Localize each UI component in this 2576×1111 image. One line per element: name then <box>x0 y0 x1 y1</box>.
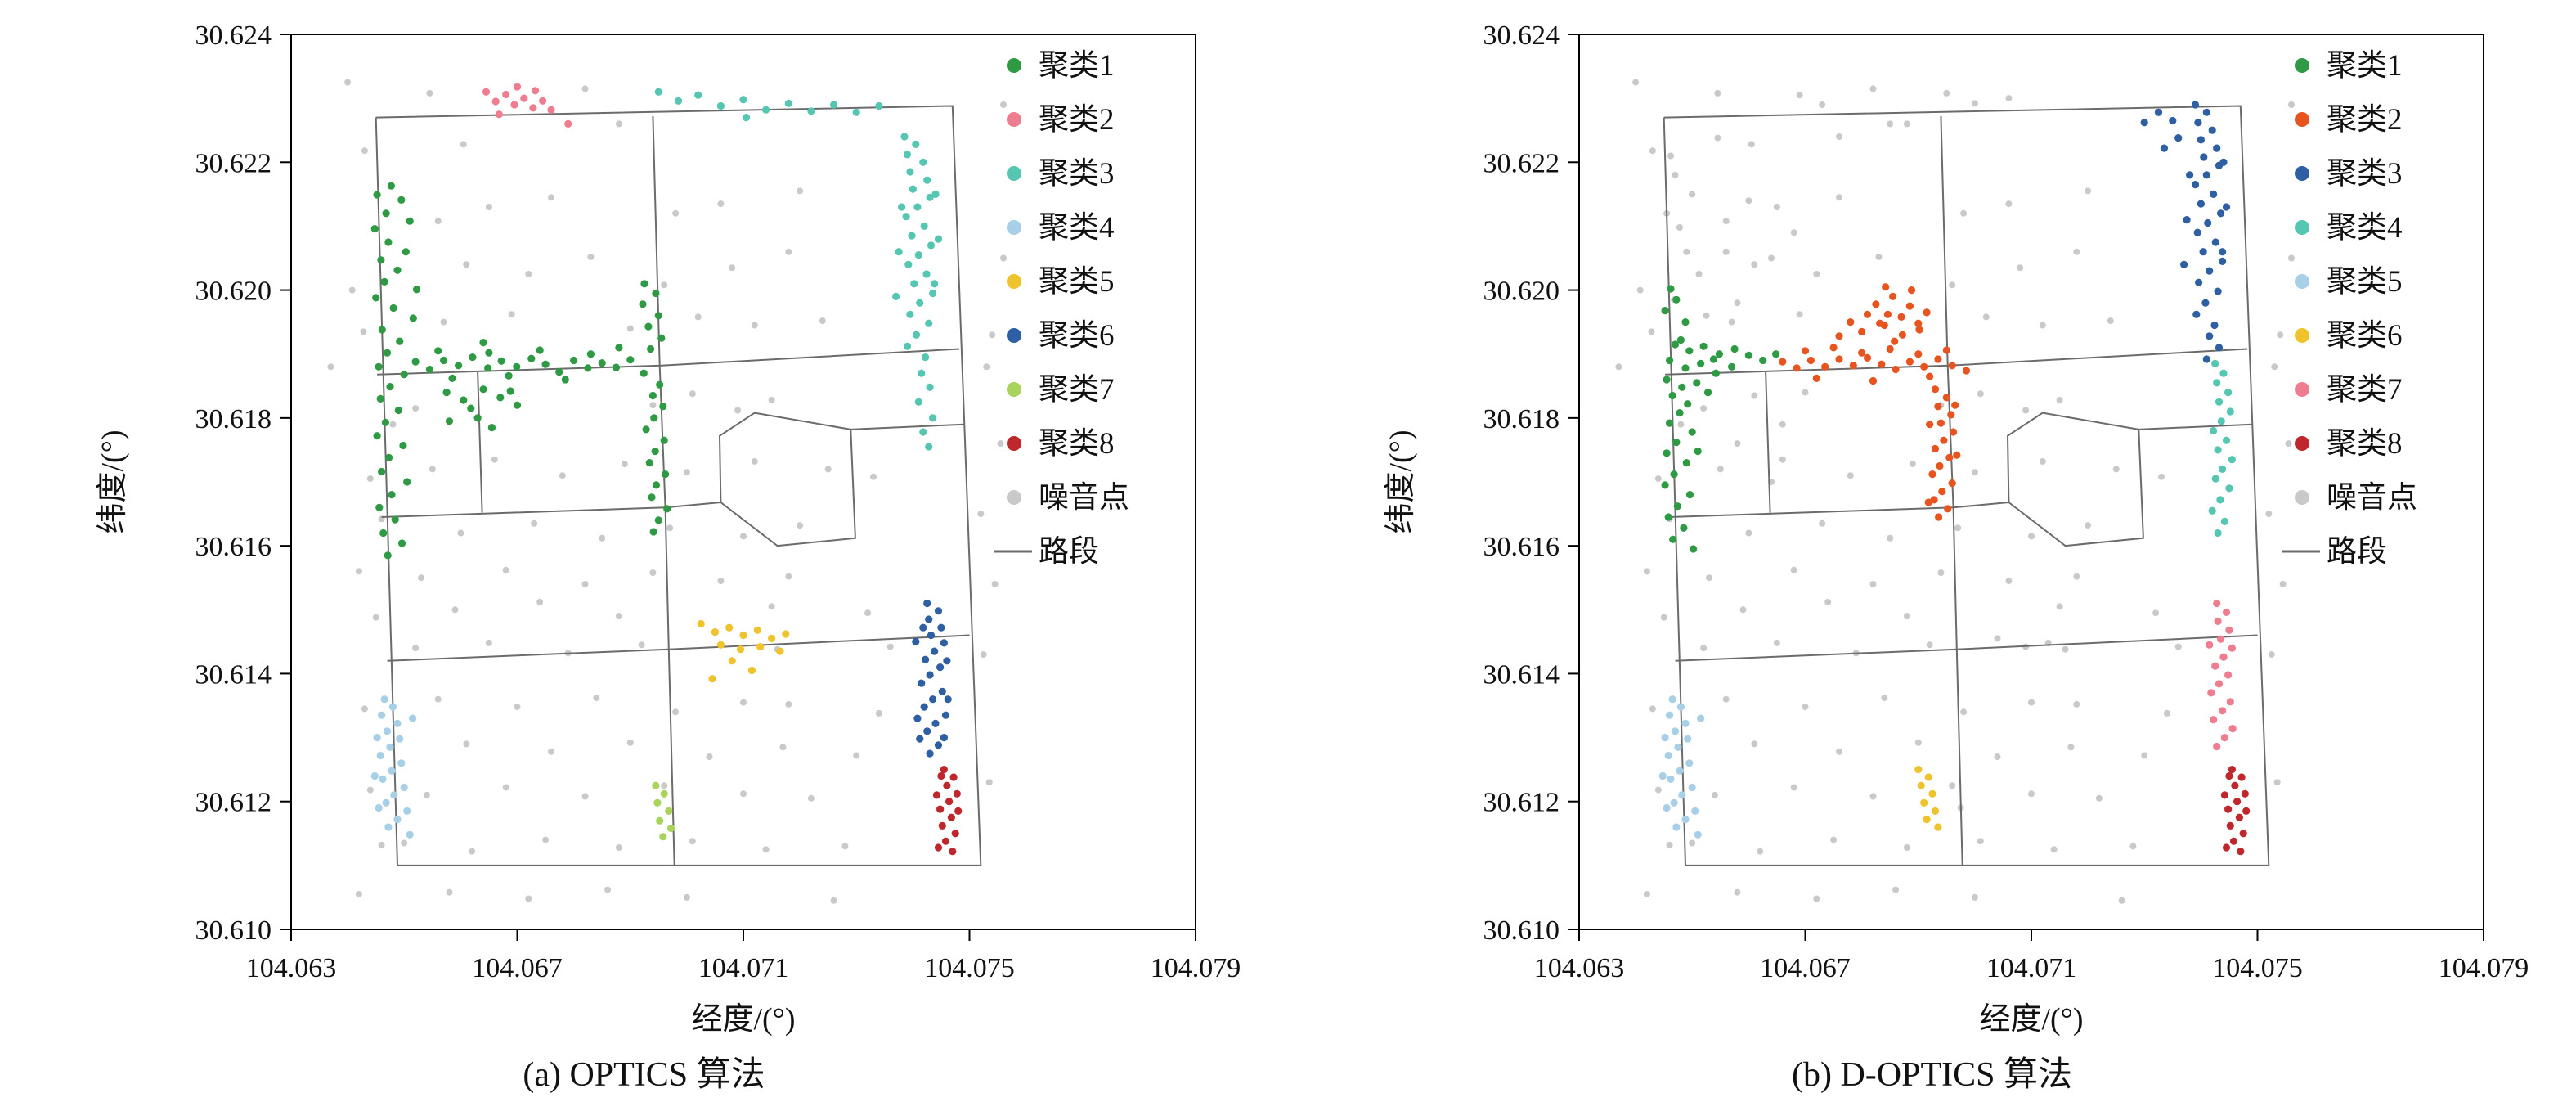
cluster-1-points <box>370 182 671 560</box>
cluster-7-points <box>2206 599 2237 751</box>
x-tick-label: 104.079 <box>1151 953 1241 983</box>
legend-dot-marker <box>1007 328 1021 343</box>
y-tick-label: 30.618 <box>195 404 272 434</box>
legend-dot-marker <box>2295 490 2309 505</box>
cluster-6-points <box>912 599 952 758</box>
legend-label: 聚类8 <box>1039 427 1115 461</box>
y-tick-label: 30.612 <box>195 788 272 818</box>
legend-label: 聚类7 <box>1039 373 1115 407</box>
subplot-b-caption: (b) D-OPTICS 算法 <box>1792 1056 2072 1094</box>
y-tick-label: 30.622 <box>195 148 272 178</box>
x-tick-label: 104.075 <box>924 953 1015 983</box>
legend-dot-marker <box>1007 382 1021 397</box>
legend-dot-marker <box>1007 274 1021 289</box>
legend-label: 聚类1 <box>1039 49 1115 83</box>
y-tick-label: 30.620 <box>1483 277 1560 307</box>
y-tick-label: 30.610 <box>195 915 272 946</box>
legend-dot-marker <box>1007 436 1021 451</box>
cluster-2-points <box>482 83 572 128</box>
legend-dot-marker <box>2295 328 2309 343</box>
x-axis-label: 经度/(°) <box>1979 1002 2083 1037</box>
y-tick-label: 30.620 <box>195 277 272 307</box>
legend-dot-marker <box>1007 220 1021 235</box>
legend-label: 聚类4 <box>1039 211 1115 245</box>
legend-label: 聚类8 <box>2327 427 2403 461</box>
x-tick-label: 104.063 <box>246 953 337 983</box>
legend-label: 聚类2 <box>1039 103 1115 137</box>
legend-label: 聚类1 <box>2327 49 2403 83</box>
cluster-2-points <box>1779 283 1971 521</box>
cluster-6-points <box>1914 766 1942 831</box>
legend-dot-marker <box>1007 166 1021 181</box>
cluster-5-points <box>1658 695 1705 839</box>
y-tick-label: 30.624 <box>195 20 272 51</box>
cluster-3-points <box>2140 101 2231 363</box>
legend-dot-marker <box>1007 112 1021 127</box>
cluster-1-points <box>1661 285 1780 553</box>
x-tick-label: 104.075 <box>2212 953 2303 983</box>
legend-label: 聚类5 <box>1039 265 1115 299</box>
subplot-a-caption: (a) OPTICS 算法 <box>523 1056 765 1094</box>
noise-points <box>1615 79 2295 904</box>
cluster-4-points <box>2208 359 2236 538</box>
legend-dot-marker <box>2295 220 2309 235</box>
legend-label: 聚类7 <box>2327 373 2403 407</box>
legend-dot-marker <box>2295 274 2309 289</box>
cluster-8-points <box>932 766 963 856</box>
x-tick-label: 104.063 <box>1534 953 1625 983</box>
x-tick-label: 104.071 <box>1986 953 2077 983</box>
road-segments <box>375 105 982 866</box>
y-tick-label: 30.618 <box>1483 404 1560 434</box>
legend-label: 聚类4 <box>2327 211 2403 245</box>
legend-dot-marker <box>2295 166 2309 181</box>
y-tick-label: 30.616 <box>195 532 272 562</box>
legend-label: 聚类3 <box>2327 157 2403 191</box>
x-tick-label: 104.067 <box>472 953 563 983</box>
legend-label: 聚类6 <box>1039 319 1115 353</box>
road-segments <box>1663 105 2270 866</box>
subplot-a-chart: 104.063 104.067 104.071 104.075 104.079 30.61… <box>96 20 1241 1037</box>
legend-label: 噪音点 <box>2327 480 2417 515</box>
legend-label: 聚类5 <box>2327 265 2403 299</box>
y-tick-label: 30.614 <box>1483 659 1560 690</box>
legend-label: 路段 <box>2327 534 2387 569</box>
cluster-8-points <box>2220 766 2251 856</box>
x-tick-label: 104.071 <box>698 953 789 983</box>
legend-label: 噪音点 <box>1039 480 1129 515</box>
y-tick-label: 30.616 <box>1483 532 1560 562</box>
subplot-a-container: 104.063 104.067 104.071 104.075 104.079 30.61… <box>0 5 1288 1101</box>
cluster-7-points <box>652 781 675 841</box>
x-tick-label: 104.079 <box>2439 953 2529 983</box>
legend-dot-marker <box>2295 58 2309 73</box>
y-axis-label: 纬度/(°) <box>1384 430 1418 533</box>
subplot-b-chart: 104.063 104.067 104.071 104.075 104.079 30.61… <box>1384 20 2529 1037</box>
legend-label: 聚类2 <box>2327 103 2403 137</box>
noise-points <box>327 79 1007 904</box>
cluster-5-points <box>697 619 790 683</box>
legend-dot-marker <box>1007 58 1021 73</box>
y-axis-label: 纬度/(°) <box>96 430 130 533</box>
legend-label: 路段 <box>1039 534 1099 569</box>
y-tick-label: 30.622 <box>1483 148 1560 178</box>
y-tick-label: 30.612 <box>1483 788 1560 818</box>
cluster-4-points <box>370 695 417 839</box>
y-tick-label: 30.614 <box>195 659 272 690</box>
x-tick-label: 104.067 <box>1760 953 1851 983</box>
y-tick-label: 30.610 <box>1483 915 1560 946</box>
legend-dot-marker <box>2295 112 2309 127</box>
legend-label: 聚类6 <box>2327 319 2403 353</box>
subplot-b-container: 104.063 104.067 104.071 104.075 104.079 30.61… <box>1288 5 2576 1101</box>
legend-dot-marker <box>2295 382 2309 397</box>
legend-dot-marker <box>2295 436 2309 451</box>
x-axis-label: 经度/(°) <box>691 1002 795 1037</box>
y-tick-label: 30.624 <box>1483 20 1560 51</box>
cluster-3-points <box>654 88 943 451</box>
legend-dot-marker <box>1007 490 1021 505</box>
legend-label: 聚类3 <box>1039 157 1115 191</box>
